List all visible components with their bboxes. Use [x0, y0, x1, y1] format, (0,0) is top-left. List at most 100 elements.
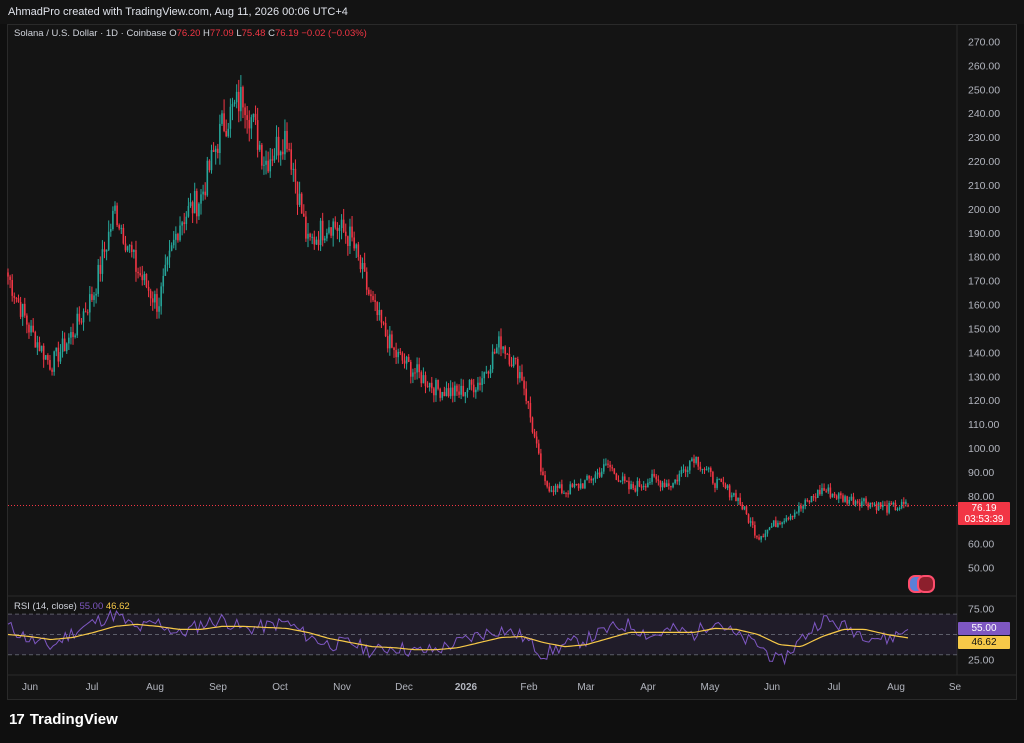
candle-body: [812, 496, 815, 498]
candle-body: [175, 233, 177, 240]
candle-body: [894, 502, 897, 511]
candle-body: [571, 484, 574, 487]
price-tick-label: 90.00: [968, 467, 994, 479]
candle-body: [680, 470, 683, 474]
candle-body: [300, 193, 303, 214]
candle-body: [368, 289, 370, 295]
candle-body: [143, 273, 146, 281]
candle-body: [626, 480, 628, 482]
candle-body: [707, 468, 710, 470]
candle-body: [554, 485, 557, 493]
candle-body: [829, 487, 832, 498]
candle-body: [523, 380, 525, 389]
candle-body: [598, 472, 601, 477]
candle-body: [670, 485, 672, 488]
candle-body: [854, 501, 857, 505]
candle-body: [856, 501, 859, 503]
last-price: 76.19: [971, 503, 997, 514]
candle-body: [70, 332, 72, 338]
candle-body: [447, 388, 450, 397]
candle-body: [233, 102, 236, 105]
candle-body: [558, 484, 561, 488]
candle-body: [697, 456, 700, 467]
candle-body: [347, 236, 349, 247]
candle-body: [380, 309, 383, 323]
candle-body: [328, 227, 330, 233]
candle-body: [51, 369, 53, 372]
candle-body: [202, 191, 204, 195]
candle-body: [363, 263, 366, 272]
candle-body: [861, 501, 863, 507]
candle-body: [344, 231, 347, 237]
candle-body: [567, 493, 569, 495]
candle-body: [804, 500, 807, 507]
candle-body: [445, 388, 448, 397]
candle-body: [151, 298, 154, 303]
candle-body: [890, 502, 893, 505]
candle-body: [424, 375, 427, 387]
candle-body: [691, 458, 693, 462]
price-tick-label: 100.00: [968, 443, 1000, 455]
time-tick-label: Jun: [22, 682, 38, 693]
candle-body: [418, 364, 420, 373]
chart-panel[interactable]: [7, 24, 1017, 700]
price-tick-label: 170.00: [968, 276, 1000, 288]
candle-body: [290, 149, 293, 170]
candle-body: [462, 385, 465, 397]
candle-body: [252, 113, 255, 118]
candle-body: [61, 338, 64, 353]
candle-body: [11, 279, 13, 296]
candle-body: [99, 264, 102, 274]
candle-body: [858, 502, 861, 507]
candle-body: [389, 334, 391, 349]
candle-body: [512, 357, 515, 367]
candle-body: [842, 495, 844, 502]
candle-body: [307, 233, 309, 239]
candle-body: [315, 239, 318, 245]
candle-body: [193, 191, 196, 214]
candle-body: [498, 336, 500, 348]
candle-body: [657, 479, 660, 481]
candle-body: [372, 296, 374, 301]
price-tick-label: 200.00: [968, 204, 1000, 216]
candle-body: [596, 472, 599, 475]
price-tick-label: 110.00: [968, 419, 999, 431]
candle-body: [76, 313, 79, 336]
candle-body: [563, 492, 565, 494]
candle-body: [500, 336, 502, 350]
candle-body: [55, 347, 58, 352]
candle-body: [36, 342, 39, 348]
candle-body: [86, 312, 89, 314]
close-label: C: [268, 28, 275, 39]
tradingview-logo[interactable]: 17 TradingView: [9, 711, 118, 728]
candle-body: [313, 236, 316, 245]
candle-body: [214, 148, 217, 152]
candle-body: [443, 391, 446, 397]
rsi-tick-label: 75.00: [968, 604, 994, 616]
candle-body: [493, 351, 496, 354]
candle-body: [216, 148, 219, 154]
price-tick-label: 140.00: [968, 347, 1000, 359]
candle-body: [221, 113, 223, 124]
candle-body: [158, 306, 160, 312]
candle-body: [422, 375, 425, 384]
price-tick-label: 130.00: [968, 371, 1000, 383]
candle-body: [590, 478, 593, 481]
candle-body: [816, 489, 819, 498]
candle-body: [674, 479, 676, 484]
candle-body: [756, 535, 758, 538]
candle-body: [44, 355, 47, 360]
candle-body: [573, 483, 576, 487]
candle-body: [835, 495, 838, 499]
candle-body: [240, 87, 242, 112]
candle-body: [428, 382, 431, 388]
event-marker-icon[interactable]: [917, 575, 935, 593]
price-tick-label: 240.00: [968, 108, 1000, 120]
candle-body: [456, 385, 458, 392]
candle-body: [848, 499, 851, 504]
candle-body: [439, 388, 441, 398]
candle-body: [653, 473, 655, 477]
candle-body: [613, 468, 616, 474]
candle-body: [68, 337, 70, 344]
